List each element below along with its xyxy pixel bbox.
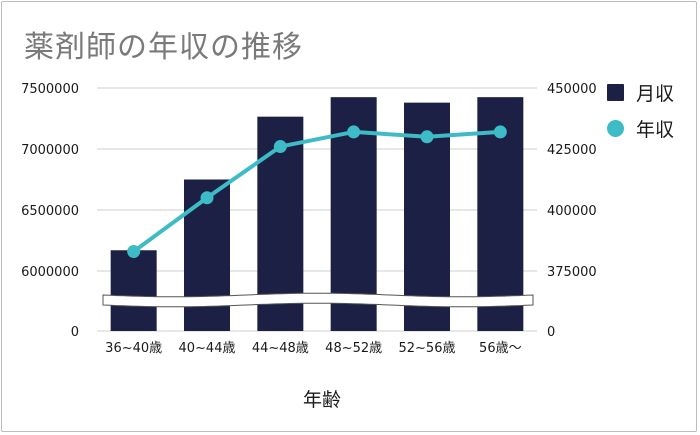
x-axis-tick-label: 48~52歳 bbox=[325, 341, 382, 356]
left-axis-tick-label: 6000000 bbox=[21, 265, 79, 280]
left-axis-tick-label: 7500000 bbox=[21, 82, 79, 97]
left-axis-tick-label: 0 bbox=[71, 325, 79, 340]
annual-point bbox=[347, 125, 361, 139]
x-axis-title: 年齢 bbox=[302, 389, 341, 411]
annual-point bbox=[127, 244, 141, 258]
right-axis-tick-label: 375000 bbox=[547, 265, 597, 280]
x-axis-tick-label: 52~56歳 bbox=[399, 341, 456, 356]
annual-point bbox=[273, 140, 287, 154]
right-axis-tick-label: 400000 bbox=[547, 204, 597, 219]
left-axis-tick-label: 7000000 bbox=[21, 143, 79, 158]
legend-item-monthly: 月収 bbox=[607, 80, 675, 105]
annual-point bbox=[493, 125, 507, 139]
chart-title: 薬剤師の年収の推移 bbox=[24, 30, 303, 65]
x-axis-tick-label: 44~48歳 bbox=[252, 341, 309, 356]
legend-swatch-line bbox=[607, 119, 624, 137]
annual-line bbox=[132, 129, 501, 254]
legend-label-annual: 年収 bbox=[636, 118, 675, 141]
right-axis-tick-label: 450000 bbox=[547, 82, 597, 97]
legend-item-annual: 年収 bbox=[607, 116, 675, 141]
left-axis-tick-label: 6500000 bbox=[21, 204, 79, 219]
bar bbox=[110, 250, 157, 331]
axis-break-band bbox=[102, 292, 534, 308]
x-axis-tick-label: 36~40歳 bbox=[105, 341, 162, 356]
annual-point bbox=[420, 130, 434, 144]
x-axis-tick-label: 56歳～ bbox=[479, 341, 522, 356]
x-axis-tick-label: 40~44歳 bbox=[179, 341, 236, 356]
right-axis-tick-label: 425000 bbox=[547, 143, 597, 158]
right-axis-tick-label: 0 bbox=[547, 325, 555, 340]
legend-swatch-bar bbox=[607, 83, 624, 101]
legend-label-monthly: 月収 bbox=[636, 82, 675, 105]
annual-point bbox=[200, 191, 214, 205]
